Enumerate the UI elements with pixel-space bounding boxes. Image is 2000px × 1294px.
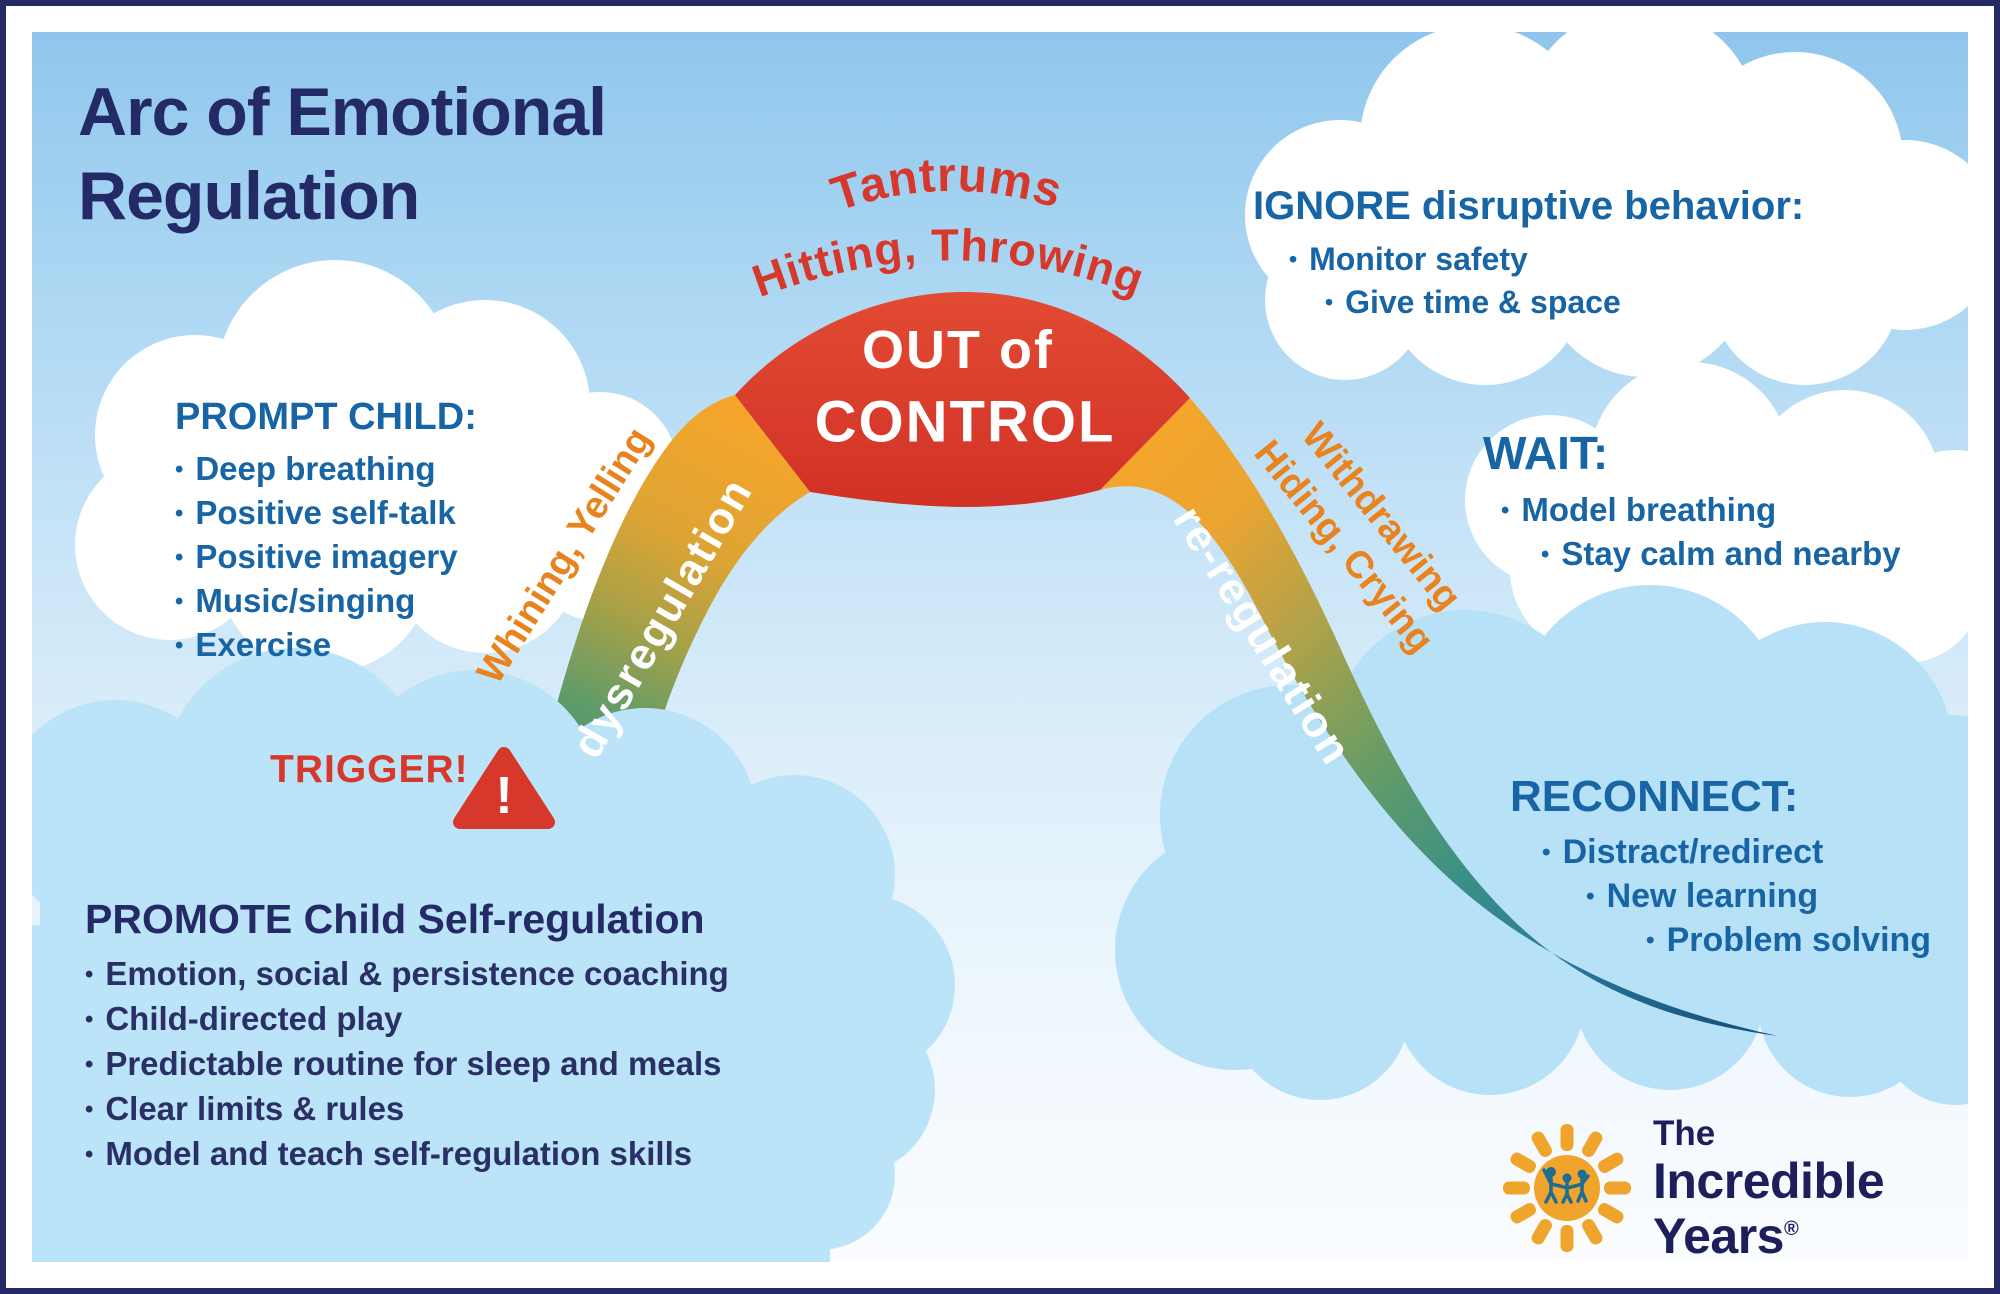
page-title-line2: Regulation (78, 158, 420, 234)
list-item: Deep breathing (175, 449, 477, 493)
incredible-years-sun-icon (1503, 1124, 1631, 1252)
sky-area: Tantrums Hitting, Throwing ! Arc of Emot… (32, 32, 1968, 1262)
list-item: Positive imagery (175, 537, 477, 581)
ignore-heading-bold: IGNORE (1253, 184, 1411, 228)
reconnect-list: Distract/redirectNew learningProblem sol… (1510, 832, 1932, 964)
page-title-line1: Arc of Emotional (78, 74, 607, 150)
list-item: Clear limits & rules (85, 1088, 729, 1133)
logo-word-years: Years® (1653, 1208, 1799, 1262)
list-item: Emotion, social & persistence coaching (85, 953, 729, 998)
list-item: Child-directed play (85, 998, 729, 1043)
list-item: Model and teach self-regulation skills (85, 1133, 729, 1178)
arc-peak-cap (735, 292, 1190, 507)
section-promote: PROMOTE Child Self-regulation Emotion, s… (85, 896, 729, 1178)
list-item: Problem solving (1646, 920, 1932, 964)
prompt-list: Deep breathingPositive self-talkPositive… (175, 449, 477, 669)
section-ignore: IGNORE disruptive behavior: Monitor safe… (1253, 184, 1804, 325)
warning-triangle-icon: ! (453, 747, 555, 829)
page-title: Arc of Emotional Regulation (78, 70, 607, 238)
list-item: Model breathing (1501, 490, 1901, 534)
arc-falling-leg-and-tail (1100, 398, 1778, 1036)
tantrums-arc-text: Tantrums (825, 149, 1068, 222)
prompt-heading: PROMPT CHILD: (175, 396, 477, 438)
list-item: Stay calm and nearby (1541, 534, 1900, 578)
cloud-top-right (1245, 32, 1968, 385)
wait-heading: WAIT: (1483, 427, 1609, 479)
world: Tantrums Hitting, Throwing ! Arc of Emot… (32, 32, 1968, 1262)
wait-list: Model breathingStay calm and nearby (1483, 490, 1901, 578)
reconnect-heading: RECONNECT: (1510, 772, 1799, 821)
trigger-label: TRIGGER! (270, 748, 469, 791)
peak-label-line1: OUT of (862, 320, 1054, 380)
arc-rising-leg (533, 395, 810, 801)
registered-mark: ® (1783, 1218, 1799, 1240)
logo-word-the: The (1653, 1114, 1716, 1153)
list-item: Music/singing (175, 581, 477, 625)
regulation-arc (533, 292, 1778, 1036)
promote-heading: PROMOTE Child Self-regulation (85, 896, 705, 942)
list-item: New learning (1586, 876, 1931, 920)
list-item: Give time & space (1325, 282, 1804, 325)
ignore-heading-rest: disruptive behavior: (1410, 184, 1805, 228)
list-item: Distract/redirect (1542, 832, 1931, 876)
children-figures-icon (1542, 1167, 1590, 1204)
section-wait: WAIT: Model breathingStay calm and nearb… (1483, 426, 1901, 578)
logo-word-incredible: Incredible (1653, 1153, 1885, 1209)
ignore-list: Monitor safetyGive time & space (1253, 239, 1804, 325)
promote-list: Emotion, social & persistence coachingCh… (85, 953, 729, 1178)
list-item: Predictable routine for sleep and meals (85, 1043, 729, 1088)
list-item: Monitor safety (1289, 239, 1804, 282)
ignore-heading: IGNORE disruptive behavior: (1253, 184, 1804, 229)
peak-label-line2: CONTROL (814, 389, 1116, 455)
section-reconnect: RECONNECT: Distract/redirectNew learning… (1510, 772, 1931, 964)
list-item: Exercise (175, 625, 477, 669)
warning-exclamation: ! (495, 767, 512, 825)
section-prompt-child: PROMPT CHILD: Deep breathingPositive sel… (175, 396, 477, 669)
list-item: Positive self-talk (175, 493, 477, 537)
incredible-years-logo: The Incredible Years® (1653, 1114, 1885, 1262)
